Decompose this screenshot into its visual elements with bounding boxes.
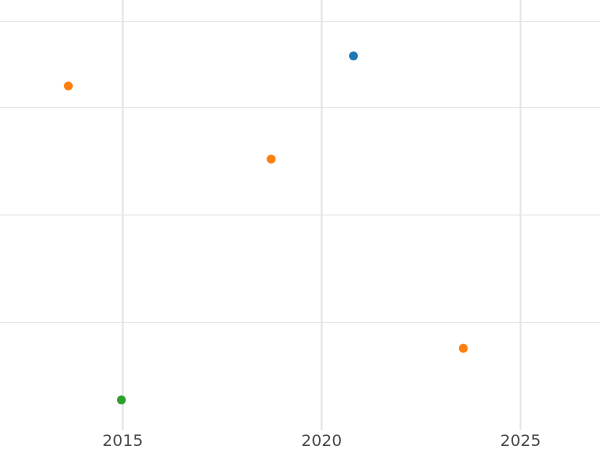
- data-points: [63, 51, 468, 405]
- x-gridlines: [121, 0, 522, 430]
- data-point: [348, 51, 358, 61]
- x-tick-label: 2025: [500, 431, 541, 450]
- data-point: [266, 154, 276, 164]
- data-point: [63, 81, 73, 91]
- data-point: [116, 395, 126, 405]
- x-tick-label: 2020: [301, 431, 342, 450]
- x-tick-label: 2015: [102, 431, 143, 450]
- data-point: [458, 343, 468, 353]
- y-gridlines: [0, 21, 600, 323]
- x-tick-labels: 2015 2020 2025: [102, 431, 541, 450]
